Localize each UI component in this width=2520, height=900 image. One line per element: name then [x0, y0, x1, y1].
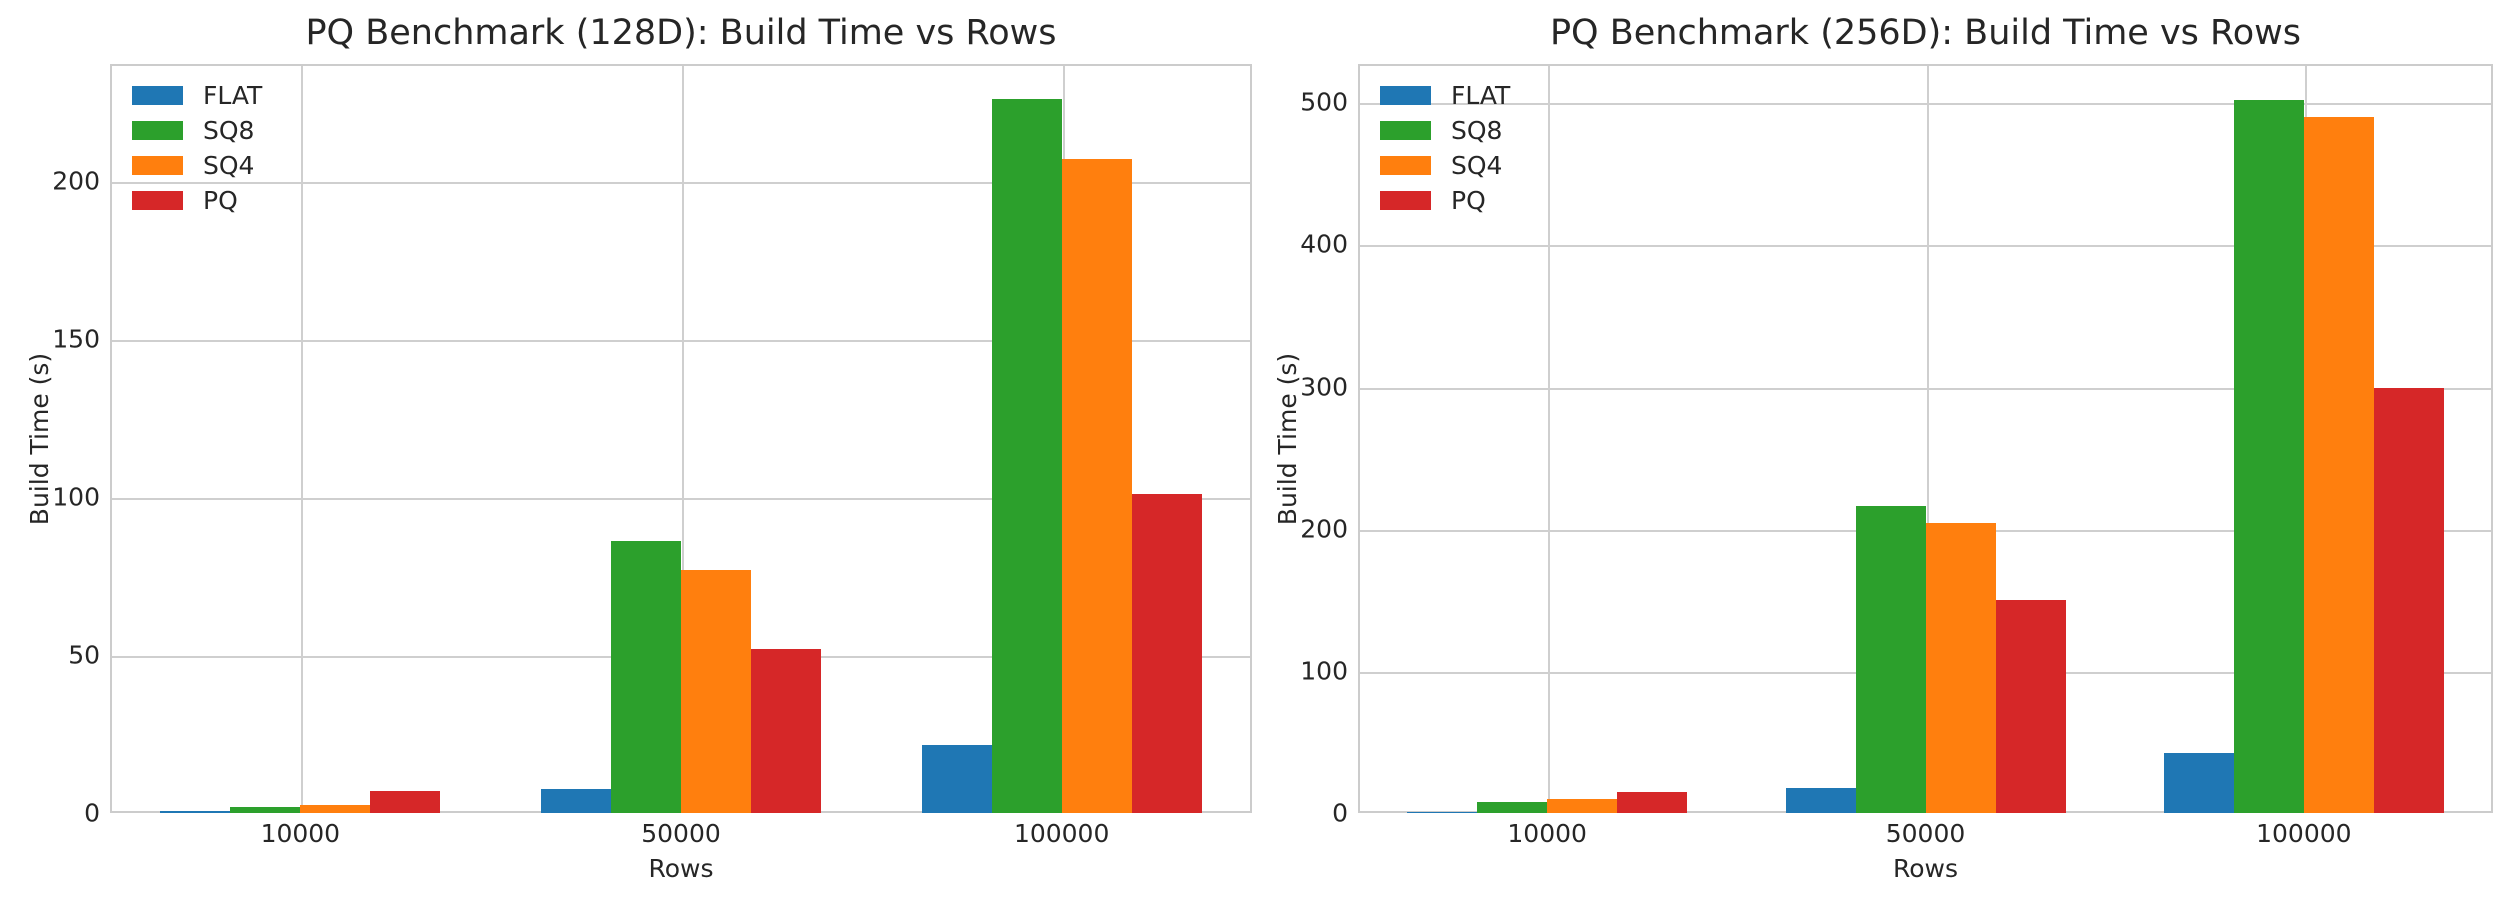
bar-flat-50000 [541, 788, 611, 813]
y-tick-label: 0 [1332, 798, 1348, 828]
y-tick-label: 400 [1300, 229, 1348, 259]
y-gridline-150 [112, 339, 1250, 342]
y-tick-label: 300 [1300, 372, 1348, 402]
legend-swatch-flat [1380, 85, 1431, 105]
legend-swatch-sq8 [132, 120, 183, 140]
chart-title-128d: PQ Benchmark (128D): Build Time vs Rows [305, 13, 1057, 53]
legend-item-flat: FLAT [132, 77, 262, 113]
bar-sq4-10000 [300, 804, 371, 813]
bar-sq8-50000 [1855, 506, 1926, 813]
y-gridline-300 [1360, 387, 2491, 390]
plot-area-256d [1358, 64, 2493, 813]
legend-swatch-pq [132, 190, 183, 210]
bar-sq4-100000 [1061, 158, 1132, 813]
x-gridline-10000 [1548, 66, 1551, 811]
legend-swatch-flat [132, 85, 183, 105]
bar-flat-100000 [921, 745, 992, 813]
legend-label: FLAT [203, 80, 263, 110]
legend-item-pq: PQ [1380, 182, 1486, 218]
chart-title-256d: PQ Benchmark (256D): Build Time vs Rows [1549, 13, 2302, 53]
bar-sq4-100000 [2303, 116, 2374, 813]
y-gridline-100 [112, 497, 1250, 500]
x-gridline-50000 [682, 66, 684, 811]
y-gridline-400 [1360, 245, 2491, 248]
bar-pq-10000 [370, 790, 441, 813]
x-tick-label: 100000 [1013, 819, 1110, 848]
legend-label: PQ [1451, 185, 1486, 215]
y-tick-label: 500 [1300, 87, 1348, 117]
legend-label: SQ4 [1451, 150, 1503, 180]
plot-area-128d [110, 64, 1252, 813]
y-tick-label: 150 [52, 324, 100, 354]
legend-label: SQ8 [1451, 115, 1503, 145]
bar-sq4-50000 [1925, 523, 1996, 813]
x-gridline-10000 [301, 66, 304, 811]
bar-pq-100000 [2373, 388, 2444, 813]
bar-sq4-50000 [681, 569, 751, 813]
y-gridline-500 [1360, 103, 2491, 106]
bar-pq-50000 [751, 648, 821, 813]
x-tick-label: 50000 [641, 819, 721, 848]
legend-label: SQ4 [203, 150, 255, 180]
bar-pq-100000 [1131, 493, 1202, 813]
y-tick-label: 100 [52, 482, 100, 512]
x-axis-label-256d: Rows [1892, 854, 1959, 883]
legend-swatch-pq [1380, 190, 1431, 210]
y-tick-label: 200 [52, 166, 100, 196]
y-tick-label: 100 [1300, 656, 1348, 686]
x-tick-label: 10000 [260, 819, 341, 848]
bar-flat-50000 [1785, 788, 1856, 813]
x-tick-label: 50000 [1885, 819, 1966, 848]
y-tick-label: 50 [68, 640, 100, 670]
bar-flat-10000 [1407, 811, 1478, 813]
legend-label: SQ8 [203, 115, 255, 145]
legend-swatch-sq4 [132, 155, 183, 175]
bar-sq8-50000 [611, 541, 681, 813]
legend-label: PQ [203, 185, 238, 215]
legend-item-flat: FLAT [1380, 77, 1510, 113]
x-axis-label-128d: Rows [648, 854, 714, 883]
bar-pq-50000 [1995, 599, 2066, 813]
y-tick-label: 200 [1300, 514, 1348, 544]
bar-sq4-10000 [1547, 798, 1618, 813]
x-gridline-50000 [1926, 66, 1929, 811]
legend-item-sq4: SQ4 [1380, 147, 1502, 183]
bar-sq8-10000 [230, 806, 301, 813]
bar-sq8-100000 [991, 98, 1062, 813]
legend-item-pq: PQ [132, 182, 238, 218]
legend-item-sq8: SQ8 [132, 112, 254, 148]
legend-swatch-sq8 [1380, 120, 1431, 140]
legend-item-sq8: SQ8 [1380, 112, 1502, 148]
y-tick-label: 0 [84, 798, 100, 828]
x-tick-label: 100000 [2256, 819, 2352, 848]
bar-flat-10000 [160, 811, 231, 813]
bar-sq8-10000 [1477, 802, 1548, 813]
y-gridline-200 [112, 181, 1250, 184]
legend-swatch-sq4 [1380, 155, 1431, 175]
x-tick-label: 10000 [1507, 819, 1587, 848]
legend-label: FLAT [1451, 80, 1511, 110]
bar-pq-10000 [1617, 791, 1688, 813]
bar-sq8-100000 [2233, 99, 2304, 813]
legend-item-sq4: SQ4 [132, 147, 254, 183]
bar-flat-100000 [2163, 753, 2234, 813]
